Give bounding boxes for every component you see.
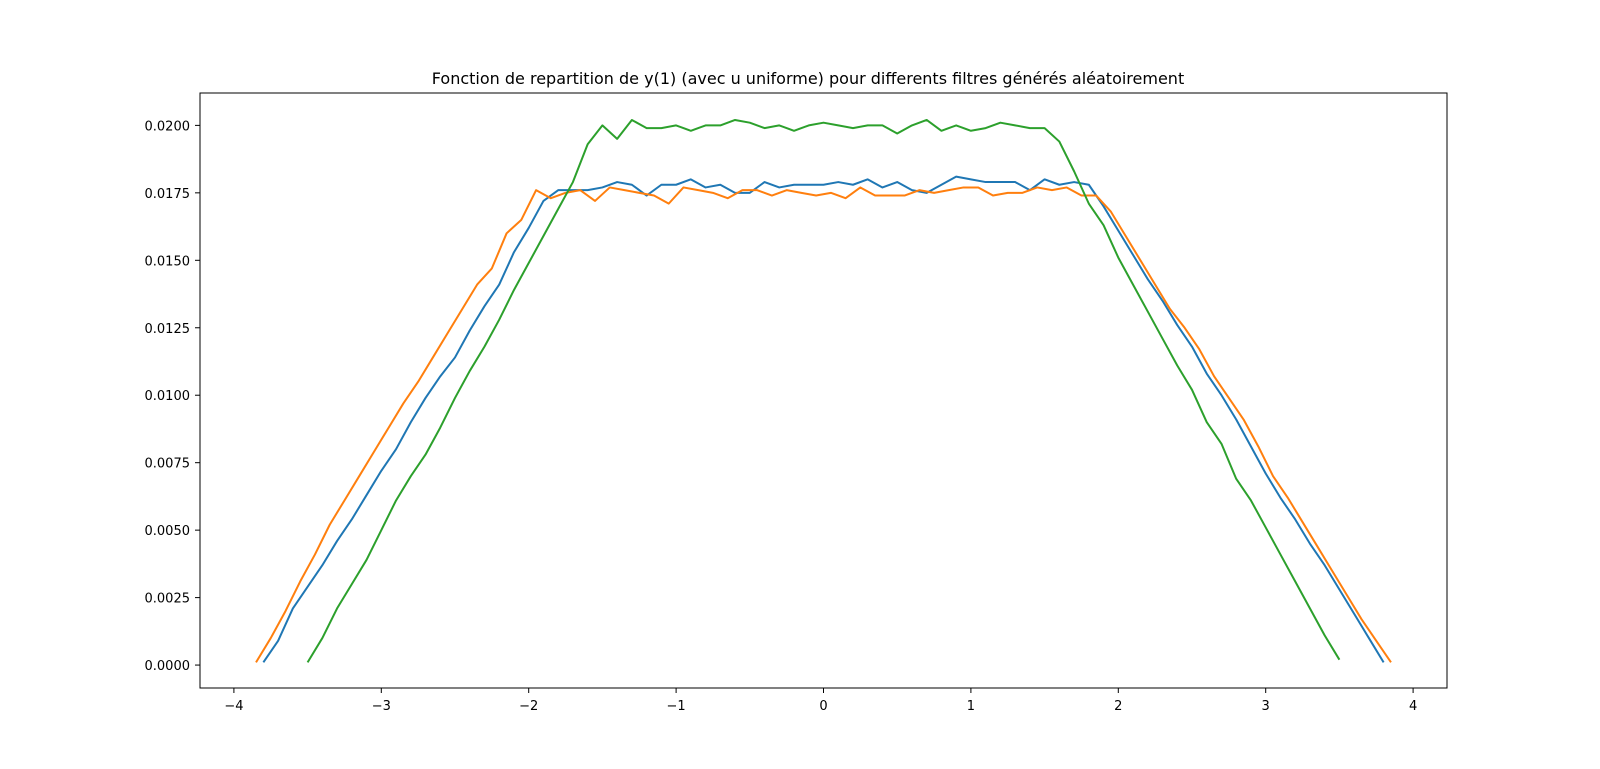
y-tick-label: 0.0050 <box>145 524 191 539</box>
y-tick-label: 0.0025 <box>145 592 191 607</box>
x-tick-label: 2 <box>1114 699 1122 714</box>
y-tick-label: 0.0000 <box>145 659 191 674</box>
x-tick-label: −2 <box>519 699 538 714</box>
x-tick-label: −1 <box>667 699 686 714</box>
y-tick-label: 0.0175 <box>145 187 191 202</box>
x-tick-label: 1 <box>967 699 975 714</box>
x-tick-label: 3 <box>1262 699 1270 714</box>
y-tick-label: 0.0100 <box>145 389 191 404</box>
axes-layer: −4 −3 −2 −1 0 1 2 3 4 0.0000 0.0025 0.0050 0.0075 0.0… <box>145 92 1448 714</box>
y-tick-label: 0.0150 <box>145 254 191 269</box>
y-tick-label: 0.0075 <box>145 457 191 472</box>
x-tick-label: 0 <box>819 699 827 714</box>
series-line-1 <box>262 175 1385 663</box>
x-tick-label: −4 <box>224 699 243 714</box>
chart-title: Fonction de repartition de y(1) (avec u … <box>432 69 1184 88</box>
x-tick-label: 4 <box>1409 699 1417 714</box>
series-line-3 <box>306 118 1341 663</box>
y-tick-label: 0.0200 <box>145 119 191 134</box>
series-layer <box>255 118 1392 663</box>
y-tick-label: 0.0125 <box>145 322 191 337</box>
x-tick-label: −3 <box>372 699 391 714</box>
series-line-2 <box>255 186 1392 663</box>
